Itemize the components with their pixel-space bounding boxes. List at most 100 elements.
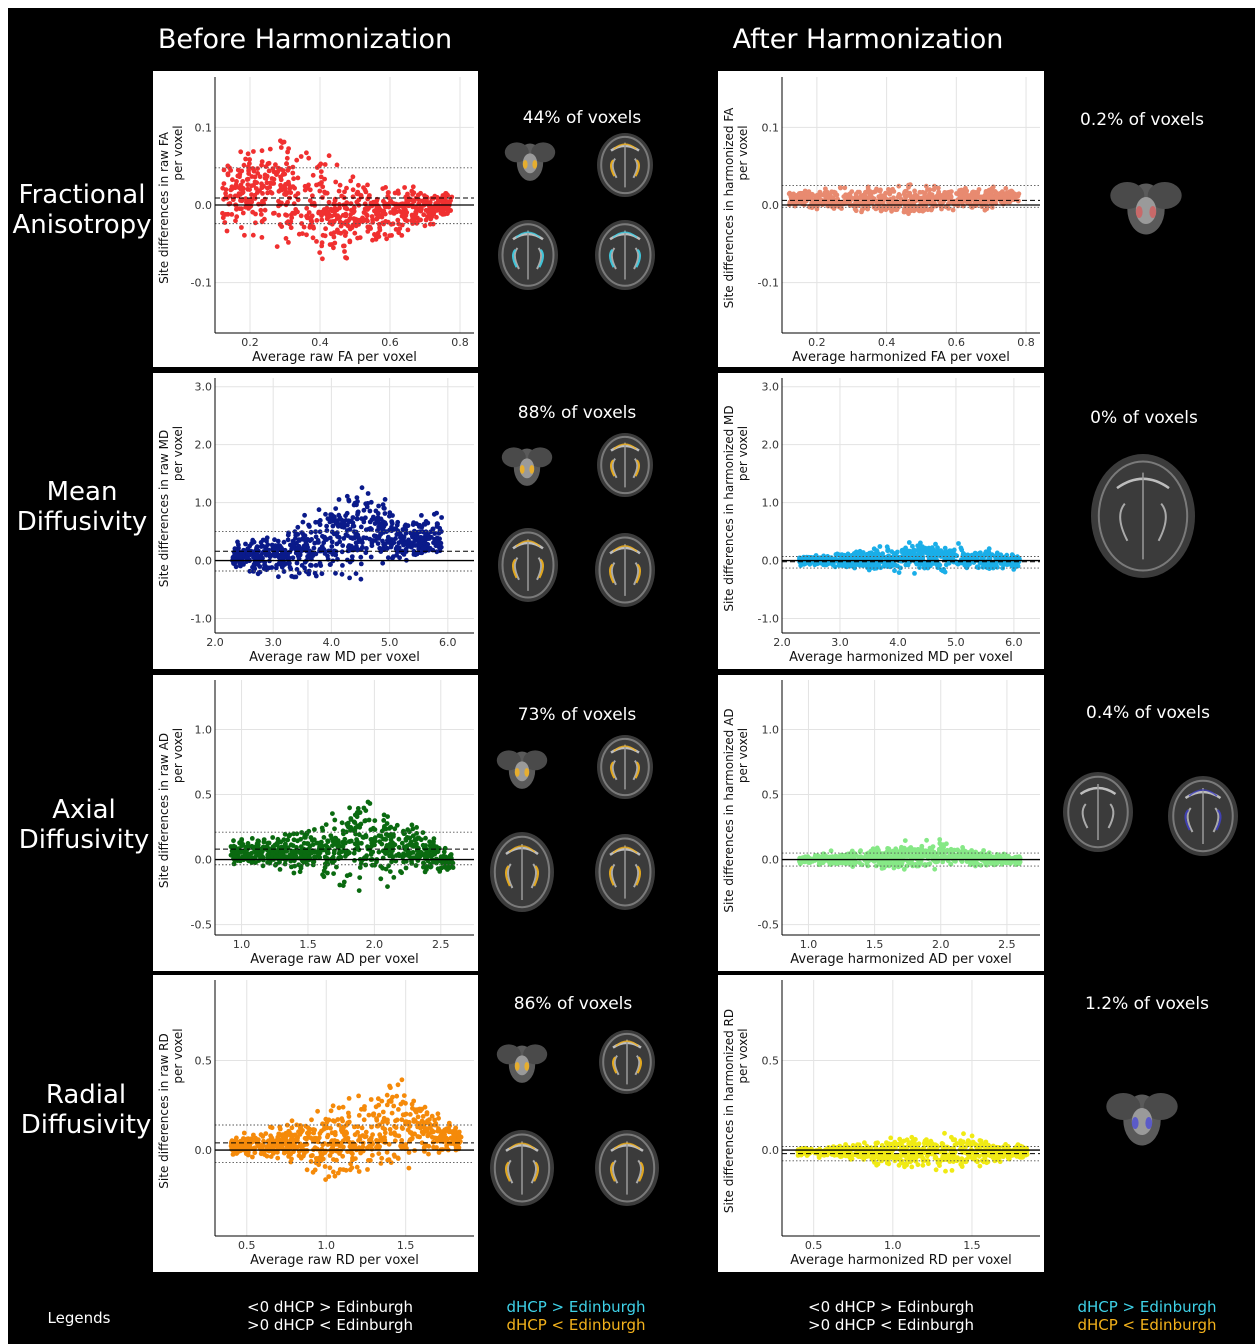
data-point	[1006, 193, 1011, 198]
data-point	[1009, 563, 1014, 568]
data-point	[365, 183, 370, 188]
y-tick-label: -1.0	[758, 613, 779, 626]
data-point	[252, 540, 257, 545]
data-point	[332, 851, 337, 856]
data-point	[374, 217, 379, 222]
data-point	[423, 854, 428, 859]
data-point	[314, 574, 319, 579]
data-point	[352, 524, 357, 529]
data-point	[352, 858, 357, 863]
data-point	[344, 230, 349, 235]
data-point	[796, 193, 801, 198]
data-point	[435, 522, 440, 527]
data-point	[298, 550, 303, 555]
data-point	[399, 233, 404, 238]
data-point	[372, 232, 377, 237]
data-point	[892, 568, 897, 573]
data-point	[308, 187, 313, 192]
data-point	[882, 194, 887, 199]
data-point	[788, 192, 793, 197]
data-point	[388, 1085, 393, 1090]
data-point	[449, 195, 454, 200]
data-point	[280, 555, 285, 560]
data-point	[944, 192, 949, 197]
x-tick-label: 5.0	[381, 636, 399, 649]
data-point	[255, 166, 260, 171]
y-axis-label-line1: Site differences in harmonized MD	[722, 405, 736, 611]
data-point	[410, 1102, 415, 1107]
data-point	[404, 866, 409, 871]
data-point	[317, 250, 322, 255]
data-point	[356, 806, 361, 811]
data-point	[371, 1112, 376, 1117]
data-point	[282, 562, 287, 567]
data-point	[1016, 564, 1021, 569]
data-point	[936, 186, 941, 191]
data-point	[288, 550, 293, 555]
data-point	[255, 841, 260, 846]
data-point	[347, 805, 352, 810]
data-point	[358, 865, 363, 870]
data-point	[355, 1130, 360, 1135]
data-point	[387, 1157, 392, 1162]
data-point	[295, 525, 300, 530]
data-point	[380, 186, 385, 191]
data-point	[313, 520, 318, 525]
data-point	[304, 150, 309, 155]
data-point	[367, 1113, 372, 1118]
data-point	[869, 191, 874, 196]
data-point	[297, 538, 302, 543]
data-point	[279, 224, 284, 229]
data-point	[269, 565, 274, 570]
data-point	[815, 207, 820, 212]
data-point	[818, 190, 823, 195]
data-point	[394, 227, 399, 232]
data-point	[421, 536, 426, 541]
data-point	[330, 860, 335, 865]
data-point	[267, 161, 272, 166]
y-tick-label: 3.0	[762, 381, 780, 394]
y-tick-label: 0.0	[195, 199, 213, 212]
y-tick-label: 0.0	[762, 854, 780, 867]
data-point	[347, 576, 352, 581]
data-point	[391, 834, 396, 839]
data-point	[420, 546, 425, 551]
data-point	[286, 240, 291, 245]
data-point	[432, 209, 437, 214]
y-tick-label: 1.0	[762, 723, 780, 736]
data-point	[222, 181, 227, 186]
data-point	[233, 218, 238, 223]
data-point	[317, 189, 322, 194]
data-point	[362, 508, 367, 513]
panel-AD_raw: 1.0 1.5 2.0 2.5-0.50.00.51.0Average raw AD …	[153, 675, 478, 971]
data-point	[871, 555, 876, 560]
data-point	[382, 824, 387, 829]
data-point	[235, 540, 240, 545]
x-tick-label: 4.0	[889, 636, 907, 649]
data-point	[294, 158, 299, 163]
data-point	[303, 188, 308, 193]
data-point	[246, 164, 251, 169]
data-point	[246, 852, 251, 857]
data-point	[360, 835, 365, 840]
y-tick-label: 1.0	[195, 723, 213, 736]
data-point	[330, 843, 335, 848]
data-point	[323, 1149, 328, 1154]
x-tick-label: 2.0	[206, 636, 224, 649]
data-point	[311, 1136, 316, 1141]
data-point	[896, 853, 901, 858]
data-point	[912, 189, 917, 194]
data-point	[421, 1114, 426, 1119]
data-point	[389, 852, 394, 857]
data-point	[420, 1130, 425, 1135]
data-point	[964, 189, 969, 194]
data-point	[333, 571, 338, 576]
data-point	[338, 231, 343, 236]
data-point	[299, 213, 304, 218]
data-point	[352, 820, 357, 825]
data-point	[410, 823, 415, 828]
y-tick-label: -0.1	[758, 277, 779, 290]
data-point	[842, 554, 847, 559]
data-point	[302, 835, 307, 840]
data-point	[311, 173, 316, 178]
